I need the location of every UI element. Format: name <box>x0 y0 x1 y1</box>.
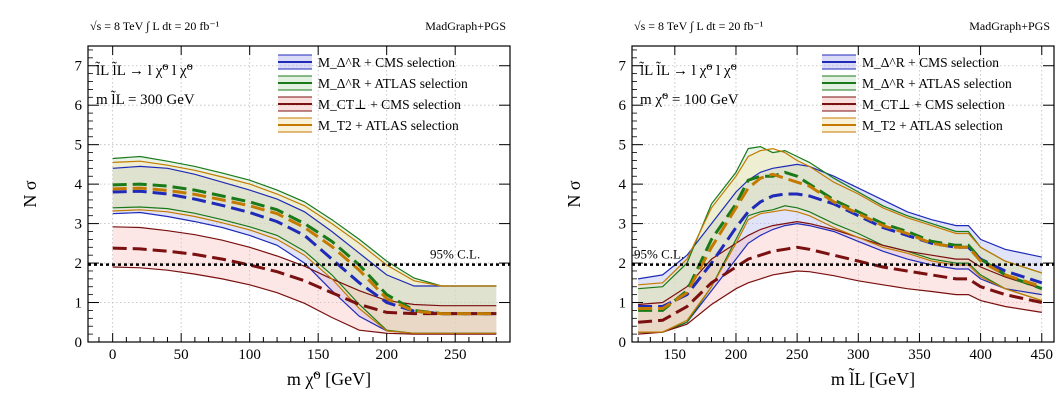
band-2 <box>112 156 497 334</box>
series-line-4 <box>112 186 497 316</box>
fixed-mass-label: m χ̃⁰ = 100 GeV <box>640 92 739 108</box>
x-tick-label: 0 <box>109 347 117 363</box>
legend-label-2: M_Δ^R + ATLAS selection <box>862 76 1012 91</box>
y-tick-label: 2 <box>75 256 83 272</box>
legend-label-3: M_CT⊥ + CMS selection <box>318 97 461 112</box>
band-edge-upper-3 <box>112 226 497 307</box>
chart-panel-1: 95% C.L. 0 50 100 150 200 250 0 1 2 3 4 5 6 7 m χ̃⁰ [Ge… <box>20 19 511 389</box>
band-2 <box>638 146 1042 333</box>
y-tick-label: 4 <box>619 177 627 193</box>
y-tick-label: 3 <box>619 217 627 233</box>
y-tick-label: 4 <box>75 177 83 193</box>
x-tick-label: 350 <box>908 347 931 363</box>
y-tick-label: 2 <box>619 256 627 272</box>
band-edge-lower-3 <box>112 266 497 335</box>
cl-label: 95% C.L. <box>634 247 684 262</box>
band-edge-lower-1 <box>638 222 1042 333</box>
legend-label-3: M_CT⊥ + CMS selection <box>862 97 1005 112</box>
x-tick-label: 400 <box>969 347 992 363</box>
y-tick-label: 1 <box>75 296 83 312</box>
band-edge-upper-4 <box>638 147 1042 286</box>
x-tick-label: 200 <box>725 347 748 363</box>
y-tick-label: 7 <box>619 59 627 75</box>
process-label: l̃L l̃L → l χ̃⁰ l χ̃⁰ <box>639 61 736 79</box>
series-line-2 <box>112 182 497 316</box>
band-1 <box>112 166 497 334</box>
y-axis-label: N σ <box>564 180 584 207</box>
header-right: MadGraph+PGS <box>425 19 506 33</box>
y-tick-label: 7 <box>75 59 83 75</box>
legend-label-4: M_T2 + ATLAS selection <box>862 118 1003 133</box>
band-edge-lower-2 <box>638 205 1042 333</box>
x-axis-label: m χ̃⁰ [GeV] <box>287 369 371 389</box>
y-tick-label: 0 <box>619 335 627 351</box>
y-tick-label: 5 <box>619 138 627 154</box>
y-axis-label: N σ <box>20 180 40 207</box>
x-tick-label: 150 <box>307 347 330 363</box>
header-left: √s = 8 TeV ∫ L dt = 20 fb⁻¹ <box>634 19 764 33</box>
plot-frame <box>631 45 1055 343</box>
band-edge-upper-1 <box>112 165 497 287</box>
y-tick-label: 1 <box>619 296 627 312</box>
band-3 <box>638 221 1042 335</box>
plot-frame <box>87 45 511 343</box>
series-line-3 <box>637 245 1043 324</box>
series-line-4 <box>638 172 1043 310</box>
y-tick-label: 6 <box>75 98 83 114</box>
x-tick-label: 450 <box>1031 347 1054 363</box>
x-tick-label: 300 <box>847 347 870 363</box>
band-4 <box>112 161 497 334</box>
band-edge-upper-2 <box>638 145 1042 290</box>
band-edge-upper-4 <box>112 160 497 287</box>
x-tick-label: 150 <box>664 347 687 363</box>
cl-label: 95% C.L. <box>430 247 480 262</box>
header-left: √s = 8 TeV ∫ L dt = 20 fb⁻¹ <box>90 19 220 33</box>
process-label: l̃L l̃L → l χ̃⁰ l χ̃⁰ <box>95 61 192 79</box>
x-tick-label: 250 <box>786 347 809 363</box>
y-tick-label: 6 <box>619 98 627 114</box>
legend-label-2: M_Δ^R + ATLAS selection <box>318 76 468 91</box>
series-line-3 <box>112 246 497 316</box>
header-right: MadGraph+PGS <box>969 19 1050 33</box>
chart-panel-2: 95% C.L. 150 200 250 300 350 400 450 0 1 2 3 4 5 6 7 m l… <box>564 19 1055 389</box>
legend-label-1: M_Δ^R + CMS selection <box>318 55 455 70</box>
y-tick-label: 3 <box>75 217 83 233</box>
band-edge-lower-3 <box>638 270 1042 335</box>
y-tick-label: 5 <box>75 138 83 154</box>
x-tick-label: 200 <box>375 347 398 363</box>
x-tick-label: 100 <box>238 347 261 363</box>
series-line-2 <box>638 170 1043 312</box>
band-4 <box>638 148 1042 333</box>
fixed-mass-label: m l̃L = 300 GeV <box>96 90 195 108</box>
band-edge-lower-4 <box>112 209 497 334</box>
band-1 <box>638 164 1042 333</box>
x-axis-label: m l̃L [GeV] <box>831 367 915 389</box>
band-3 <box>112 226 497 335</box>
x-tick-label: 50 <box>174 347 189 363</box>
legend-label-4: M_T2 + ATLAS selection <box>318 118 459 133</box>
y-tick-label: 0 <box>75 335 83 351</box>
band-edge-upper-2 <box>112 155 497 287</box>
x-tick-label: 250 <box>444 347 467 363</box>
legend-label-1: M_Δ^R + CMS selection <box>862 55 999 70</box>
